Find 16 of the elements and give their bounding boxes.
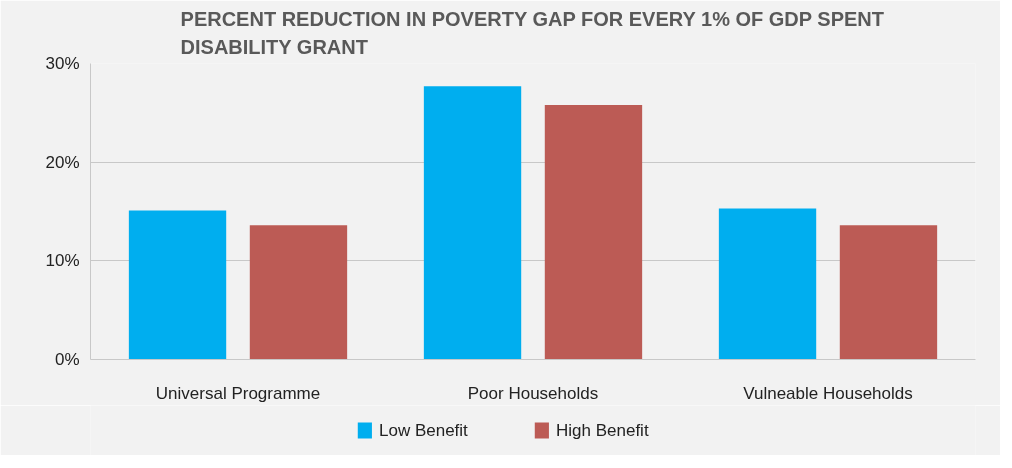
bar — [544, 104, 643, 360]
y-tick-label: 10% — [45, 251, 80, 271]
y-tick-label: 20% — [45, 152, 80, 172]
x-tick-label: Universal Programme — [155, 383, 321, 403]
y-tick-label: 30% — [45, 54, 80, 73]
legend-label: Low Benefit — [379, 421, 469, 440]
x-tick-label: Poor Households — [467, 383, 599, 403]
chart-title: PERCENT REDUCTION IN POVERTY GAP FOR EVERY 1% OF GDP SPENT DISABILITY GRANT — [180, 7, 885, 59]
bar — [718, 208, 817, 360]
y-tick-label: 0% — [54, 350, 80, 369]
bar — [839, 225, 938, 360]
x-tick-label: Vulneable Households — [743, 383, 913, 403]
legend-label: High Benefit — [556, 421, 649, 440]
bar — [423, 86, 522, 360]
bar — [249, 225, 348, 360]
bar — [128, 210, 227, 360]
